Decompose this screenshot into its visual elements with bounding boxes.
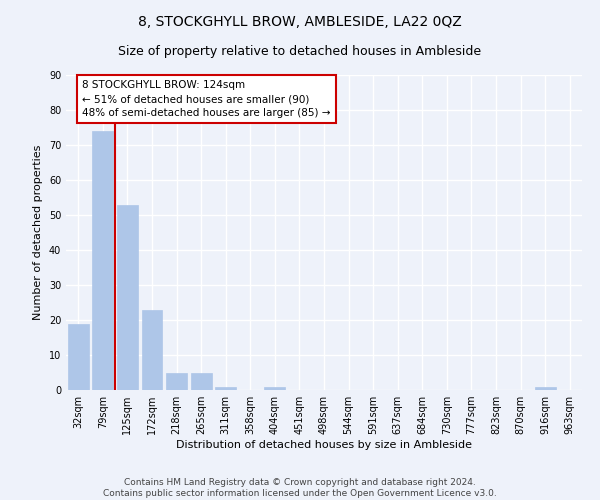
Text: Size of property relative to detached houses in Ambleside: Size of property relative to detached ho…	[118, 45, 482, 58]
Text: 8 STOCKGHYLL BROW: 124sqm
← 51% of detached houses are smaller (90)
48% of semi-: 8 STOCKGHYLL BROW: 124sqm ← 51% of detac…	[82, 80, 331, 118]
X-axis label: Distribution of detached houses by size in Ambleside: Distribution of detached houses by size …	[176, 440, 472, 450]
Bar	[215, 386, 236, 390]
Bar	[265, 386, 286, 390]
Bar	[117, 204, 138, 390]
Text: Contains HM Land Registry data © Crown copyright and database right 2024.
Contai: Contains HM Land Registry data © Crown c…	[103, 478, 497, 498]
Bar	[166, 372, 187, 390]
Bar	[191, 372, 212, 390]
Bar	[92, 131, 113, 390]
Text: 8, STOCKGHYLL BROW, AMBLESIDE, LA22 0QZ: 8, STOCKGHYLL BROW, AMBLESIDE, LA22 0QZ	[138, 15, 462, 29]
Y-axis label: Number of detached properties: Number of detached properties	[33, 145, 43, 320]
Bar	[535, 386, 556, 390]
Bar	[68, 324, 89, 390]
Bar	[142, 310, 163, 390]
